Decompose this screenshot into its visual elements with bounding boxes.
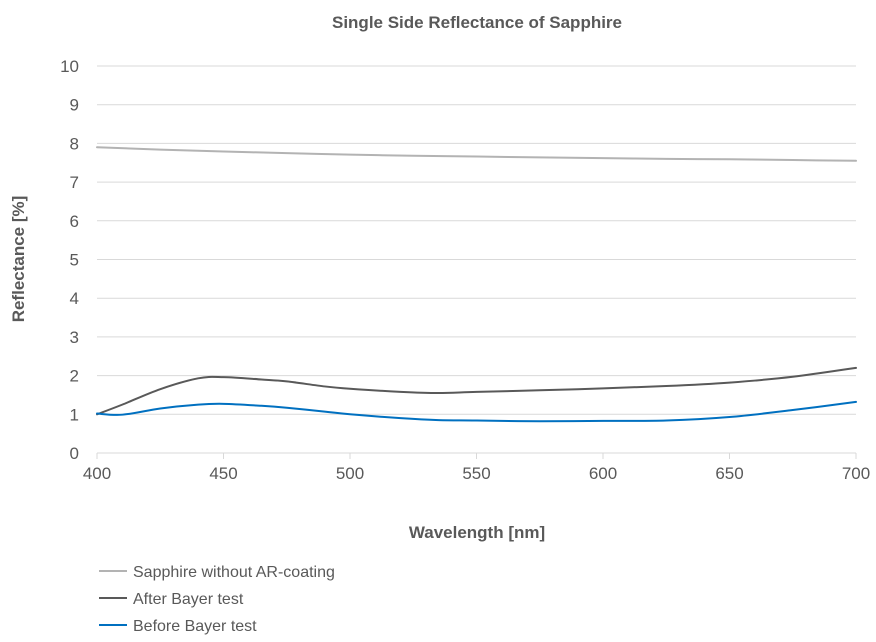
y-tick-label: 3 bbox=[70, 328, 79, 347]
series-line-after-bayer-test bbox=[96, 366, 857, 416]
y-tick-label: 10 bbox=[60, 57, 79, 76]
y-axis-title: Reflectance [%] bbox=[9, 196, 28, 323]
y-tick-label: 7 bbox=[70, 173, 79, 192]
x-tick-label: 600 bbox=[589, 464, 617, 483]
y-tick-label: 6 bbox=[70, 212, 79, 231]
x-tick-label: 700 bbox=[842, 464, 870, 483]
series-line-before-bayer-test bbox=[96, 400, 857, 423]
series-lines bbox=[96, 146, 857, 423]
y-tick-label: 4 bbox=[70, 289, 79, 308]
x-tick-label: 500 bbox=[336, 464, 364, 483]
series-line-sapphire-without-ar-coating bbox=[96, 146, 857, 162]
y-tick-label: 1 bbox=[70, 405, 79, 424]
gridlines bbox=[96, 65, 857, 459]
y-tick-labels: 0 1 2 3 4 5 6 7 8 9 10 bbox=[60, 57, 79, 463]
legend: Sapphire without AR-coating After Bayer t… bbox=[99, 564, 335, 635]
chart-title: Single Side Reflectance of Sapphire bbox=[332, 13, 622, 32]
x-tick-label: 550 bbox=[462, 464, 490, 483]
x-axis-title: Wavelength [nm] bbox=[409, 523, 545, 542]
y-tick-label: 5 bbox=[70, 251, 79, 270]
y-tick-label: 9 bbox=[70, 96, 79, 115]
legend-label-before-bayer-test: Before Bayer test bbox=[133, 618, 257, 635]
x-tick-labels: 400 450 500 550 600 650 700 bbox=[83, 464, 870, 483]
x-tick-label: 450 bbox=[209, 464, 237, 483]
y-tick-label: 8 bbox=[70, 134, 79, 153]
legend-label-after-bayer-test: After Bayer test bbox=[133, 591, 244, 608]
y-tick-label: 0 bbox=[70, 444, 79, 463]
x-tick-label: 400 bbox=[83, 464, 111, 483]
y-tick-label: 2 bbox=[70, 367, 79, 386]
x-tick-label: 650 bbox=[715, 464, 743, 483]
legend-label-sapphire-without-ar-coating: Sapphire without AR-coating bbox=[133, 564, 335, 581]
